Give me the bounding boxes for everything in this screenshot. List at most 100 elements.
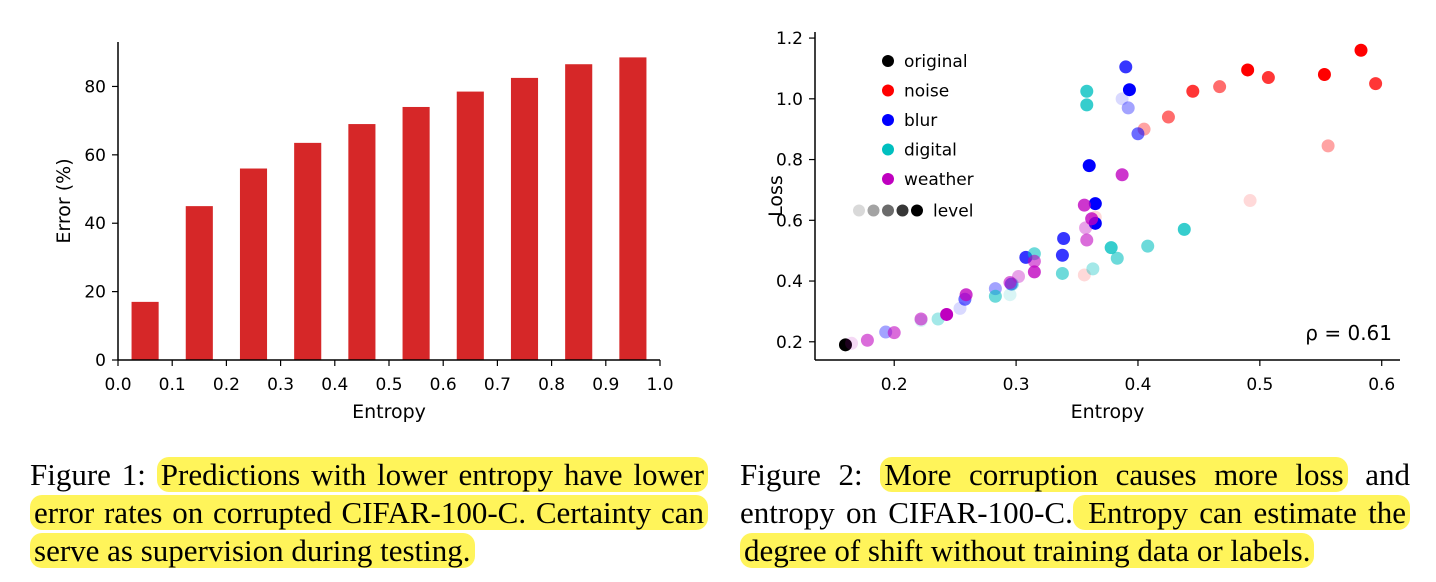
scatter-point-noise [1186, 84, 1200, 98]
scatter-point-weather [914, 312, 928, 326]
x-tick-label: 0.8 [538, 375, 565, 395]
x-tick-label: 0.6 [430, 375, 457, 395]
scatter-point-weather [845, 336, 859, 350]
scatter-point-blur [953, 301, 967, 315]
x-tick-label: 1.0 [646, 375, 673, 395]
legend-marker-blur [882, 114, 894, 126]
bar [131, 301, 159, 360]
x-tick-label: 0.6 [1368, 375, 1395, 395]
y-tick-label: 1.2 [776, 29, 803, 49]
figure-1-caption-prefix: Figure 1: [30, 457, 157, 492]
scatter-point-blur [1057, 232, 1071, 246]
scatter-point-blur [1115, 92, 1129, 106]
x-tick-label: 0.5 [1246, 375, 1273, 395]
scatter-point-digital [988, 289, 1002, 303]
legend-label-original: original [904, 52, 968, 72]
scatter-point-digital [1086, 262, 1100, 276]
y-axis-label: Error (%) [53, 158, 75, 243]
figure-1-bar-chart: 0.0 0.1 0.2 0.3 0.4 0.5 0.6 0.7 0.8 0.9 1.0 0 20 40 60… [53, 42, 674, 423]
scatter-point-weather [860, 333, 874, 347]
x-tick-label: 0.7 [484, 375, 511, 395]
scatter-point-noise [1243, 194, 1257, 208]
legend-marker-level [911, 204, 923, 217]
scatter-point-noise [1077, 268, 1091, 282]
bar [565, 64, 593, 361]
y-tick-label: 0.4 [776, 272, 803, 292]
x-tick-label: 0.5 [375, 375, 402, 395]
scatter-point-noise [1261, 71, 1275, 85]
legend-label-noise: noise [904, 82, 949, 102]
figure-2-scatter-chart: 0.2 0.3 0.4 0.5 0.6 0.2 0.4 0.6 0.8 1.0 1.2 Entropy… [765, 29, 1400, 423]
scatter-point-weather [959, 288, 973, 302]
legend-label-digital: digital [904, 141, 957, 161]
bar [456, 91, 484, 361]
scatter-point-noise [1161, 110, 1175, 124]
scatter-point-weather [1115, 168, 1129, 182]
y-tick-label: 60 [84, 146, 106, 166]
x-tick-label: 0.3 [1003, 375, 1030, 395]
scatter-point-noise [1317, 68, 1331, 82]
scatter-point-digital [1141, 239, 1155, 253]
scatter-point-weather [1003, 276, 1017, 290]
legend-marker-noise [882, 84, 894, 97]
figure-2-caption-highlight-1: More corruption causes more loss [880, 457, 1348, 492]
y-tick-label: 0.8 [776, 151, 803, 171]
y-tick-label: 40 [84, 214, 106, 234]
x-tick-label: 0.0 [104, 375, 131, 395]
scatter-point-original [838, 338, 852, 352]
scatter-point-weather [1027, 254, 1041, 268]
bar [185, 206, 213, 360]
bar [619, 57, 647, 361]
x-tick-label: 0.4 [1124, 375, 1151, 395]
y-axis-label: Loss [765, 175, 787, 217]
x-tick-label: 0.2 [213, 375, 240, 395]
scatter-point-blur [1082, 159, 1096, 173]
bar [294, 142, 322, 360]
scatter-point-digital [1055, 266, 1069, 280]
scatter-point-blur [1121, 101, 1135, 115]
scatter-point-weather [1077, 198, 1091, 212]
bar [239, 168, 268, 360]
legend-label-blur: blur [904, 111, 937, 131]
scatter-point-noise [1369, 77, 1383, 91]
scatter-point-blur [1131, 127, 1145, 141]
legend-label-weather: weather [904, 170, 974, 190]
scatter-point-noise [1213, 80, 1227, 94]
figure-2-caption: Figure 2: More corruption causes more lo… [740, 456, 1410, 570]
scatter-point-digital [1080, 98, 1094, 112]
scatter-point-blur [1122, 83, 1136, 97]
scatter-point-noise [1321, 139, 1335, 153]
x-axis-label: Entropy [1071, 401, 1145, 423]
legend-marker-digital [882, 143, 894, 156]
legend-marker-weather [882, 173, 894, 185]
bar [510, 77, 539, 360]
figure-2-caption-middle: and entropy on CIFAR-100-C. [740, 457, 1410, 530]
x-tick-label: 0.1 [159, 375, 186, 395]
y-tick-label: 0.2 [776, 333, 803, 353]
scatter-point-blur [1055, 248, 1069, 262]
legend-marker-original [882, 55, 894, 67]
x-tick-label: 0.2 [881, 375, 908, 395]
y-tick-label: 1.0 [776, 90, 803, 110]
scatter-point-weather [1079, 221, 1093, 235]
legend-marker-level [867, 204, 880, 217]
legend-marker-level [853, 204, 865, 217]
scatter-point-blur [1119, 60, 1133, 74]
x-tick-label: 0.4 [321, 375, 348, 395]
scatter-point-digital [1104, 241, 1118, 255]
bar [348, 124, 376, 360]
scatter-point-blur [1088, 197, 1102, 211]
correlation-annotation: ρ = 0.61 [1305, 321, 1392, 345]
scatter-point-digital [1177, 222, 1191, 236]
bar [402, 106, 430, 360]
scatter-point-noise [1354, 43, 1368, 57]
x-axis-label: Entropy [352, 401, 426, 423]
figure-2-caption-prefix: Figure 2: [740, 457, 881, 492]
y-tick-label: 20 [84, 283, 106, 303]
x-tick-label: 0.9 [592, 375, 619, 395]
legend-label-level: level [933, 202, 973, 222]
scatter-point-noise [1241, 63, 1255, 77]
scatter-point-digital [1110, 251, 1124, 265]
scatter-point-weather [940, 307, 954, 321]
scatter-point-digital [1080, 84, 1094, 98]
